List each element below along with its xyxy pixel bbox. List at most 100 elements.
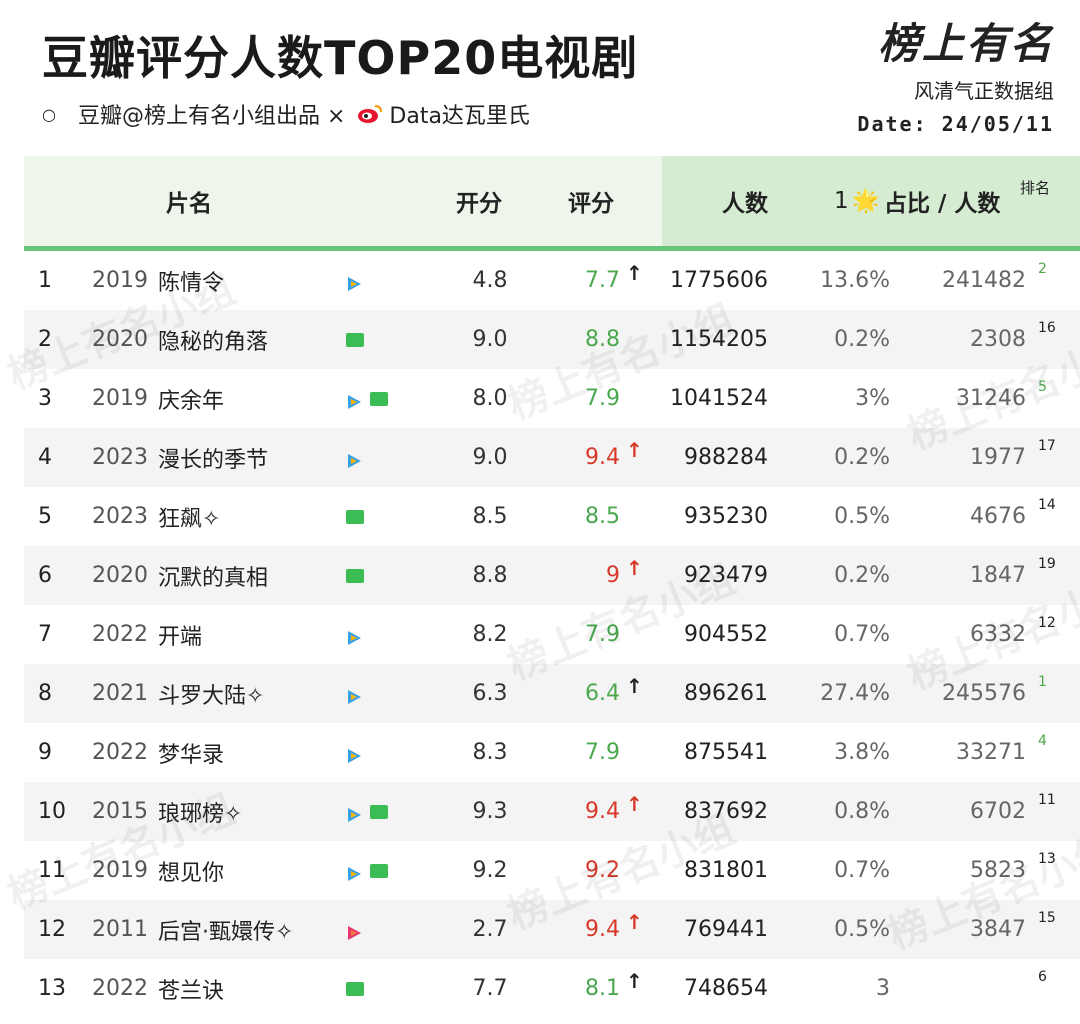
share-count: 6332	[970, 622, 1026, 647]
tencent-play-icon	[346, 804, 362, 822]
page-title: 豆瓣评分人数TOP20电视剧	[42, 31, 639, 85]
share-rank: 13	[1038, 850, 1056, 867]
opening-score: 6.3	[472, 681, 508, 706]
header-highlight	[662, 156, 1080, 246]
iqiyi-platform-icon	[370, 804, 388, 819]
rank-number: 10	[38, 799, 66, 824]
platform-icons	[346, 900, 362, 959]
release-year: 2023	[92, 445, 148, 470]
share-rank: 19	[1038, 555, 1056, 572]
release-year: 2023	[92, 504, 148, 529]
share-rank: 17	[1038, 437, 1056, 454]
score-trend-arrow	[626, 597, 642, 656]
current-score: 9	[606, 563, 620, 588]
release-year: 2019	[92, 268, 148, 293]
iqiyi-platform-icon	[346, 509, 364, 524]
table-row: 3 2019 庆余年 8.0 7.9 1041524 3% 31246 5	[24, 369, 1080, 428]
release-year: 2019	[92, 858, 148, 883]
share-percent: 0.5%	[834, 917, 890, 942]
show-title: 斗罗大陆✧	[158, 683, 265, 709]
score-trend-arrow: ↑	[626, 260, 643, 285]
rater-count: 1154205	[670, 327, 768, 352]
current-score: 7.7	[585, 268, 620, 293]
current-score: 8.1	[585, 976, 620, 1001]
current-score: 9.4	[585, 799, 620, 824]
share-count: 241482	[942, 268, 1026, 293]
opening-score: 2.7	[472, 917, 508, 942]
show-title: 想见你	[158, 860, 225, 886]
score-trend-arrow: ↑	[626, 909, 643, 934]
header-open: 开分	[456, 191, 502, 217]
header-score: 评分	[568, 191, 614, 217]
release-year: 2022	[92, 622, 148, 647]
current-score: 9.2	[585, 858, 620, 883]
current-score: 9.4	[585, 917, 620, 942]
platform-icons	[346, 959, 364, 1018]
rank-number: 13	[38, 976, 66, 1001]
table-row: 9 2022 梦华录 8.3 7.9 875541 3.8% 33271 4	[24, 723, 1080, 782]
table-row: 5 2023 狂飙✧ 8.5 8.5 935230 0.5% 4676 14	[24, 487, 1080, 546]
show-title: 苍兰诀	[158, 978, 225, 1004]
share-rank: 15	[1038, 909, 1056, 926]
table-row: 4 2023 漫长的季节 9.0 9.4 ↑ 988284 0.2% 1977 17	[24, 428, 1080, 487]
score-trend-arrow	[626, 361, 642, 420]
share-percent: 3.8%	[834, 740, 890, 765]
share-rank: 5	[1038, 378, 1047, 395]
share-percent: 0.2%	[834, 327, 890, 352]
ranking-table: 片名 开分 评分 人数 1 🌟 占比 / 人数 排名 1 2019 陈情令 4.8 7.…	[24, 156, 1080, 1018]
table-row: 13 2022 苍兰诀 7.7 8.1 ↑ 748654 3 6	[24, 959, 1080, 1018]
share-percent: 3%	[855, 386, 890, 411]
rater-count: 831801	[684, 858, 768, 883]
share-count: 245576	[942, 681, 1026, 706]
release-year: 2020	[92, 327, 148, 352]
rater-count: 769441	[684, 917, 768, 942]
share-percent: 13.6%	[820, 268, 890, 293]
iqiyi-platform-icon	[370, 863, 388, 878]
share-rank: 14	[1038, 496, 1056, 513]
logo-brand-text: 榜上有名	[877, 19, 1054, 68]
rank-number: 12	[38, 917, 66, 942]
rater-count: 896261	[684, 681, 768, 706]
opening-score: 8.3	[472, 740, 508, 765]
share-count: 1847	[970, 563, 1026, 588]
table-row: 8 2021 斗罗大陆✧ 6.3 6.4 ↑ 896261 27.4% 245576 1	[24, 664, 1080, 723]
opening-score: 9.0	[472, 445, 508, 470]
platform-icons	[346, 310, 364, 369]
platform-icons	[346, 428, 362, 487]
table-row: 6 2020 沉默的真相 8.8 9 ↑ 923479 0.2% 1847 19	[24, 546, 1080, 605]
platform-icons	[346, 487, 364, 546]
platform-icons	[346, 605, 362, 664]
release-year: 2022	[92, 976, 148, 1001]
table-header: 片名 开分 评分 人数 1 🌟 占比 / 人数 排名	[24, 156, 1080, 251]
table-row: 7 2022 开端 8.2 7.9 904552 0.7% 6332 12	[24, 605, 1080, 664]
table-row: 10 2015 琅琊榜✧ 9.3 9.4 ↑ 837692 0.8% 6702 11	[24, 782, 1080, 841]
show-title: 梦华录	[158, 742, 225, 768]
rater-count: 1041524	[670, 386, 768, 411]
share-percent: 0.8%	[834, 799, 890, 824]
rank-number: 6	[38, 563, 52, 588]
share-count: 5823	[970, 858, 1026, 883]
rank-number: 9	[38, 740, 52, 765]
subtitle: ○ 豆瓣@榜上有名小组出品 × Data达瓦里氏	[42, 98, 530, 130]
show-title: 隐秘的角落	[158, 329, 269, 355]
release-year: 2019	[92, 386, 148, 411]
release-year: 2020	[92, 563, 148, 588]
rank-number: 3	[38, 386, 52, 411]
score-trend-arrow: ↑	[626, 968, 643, 993]
share-percent: 27.4%	[820, 681, 890, 706]
rater-count: 1775606	[670, 268, 768, 293]
score-trend-arrow: ↑	[626, 437, 643, 462]
rank-number: 5	[38, 504, 52, 529]
iqiyi-platform-icon	[346, 981, 364, 996]
platform-icons	[346, 782, 388, 841]
score-trend-arrow	[626, 302, 642, 361]
star-icon: 🌟	[852, 188, 880, 214]
opening-score: 8.0	[472, 386, 508, 411]
show-title: 开端	[158, 624, 203, 650]
share-count: 2308	[970, 327, 1026, 352]
current-score: 8.5	[585, 504, 620, 529]
rater-count: 923479	[684, 563, 768, 588]
share-rank: 12	[1038, 614, 1056, 631]
score-trend-arrow	[626, 479, 642, 538]
current-score: 8.8	[585, 327, 620, 352]
